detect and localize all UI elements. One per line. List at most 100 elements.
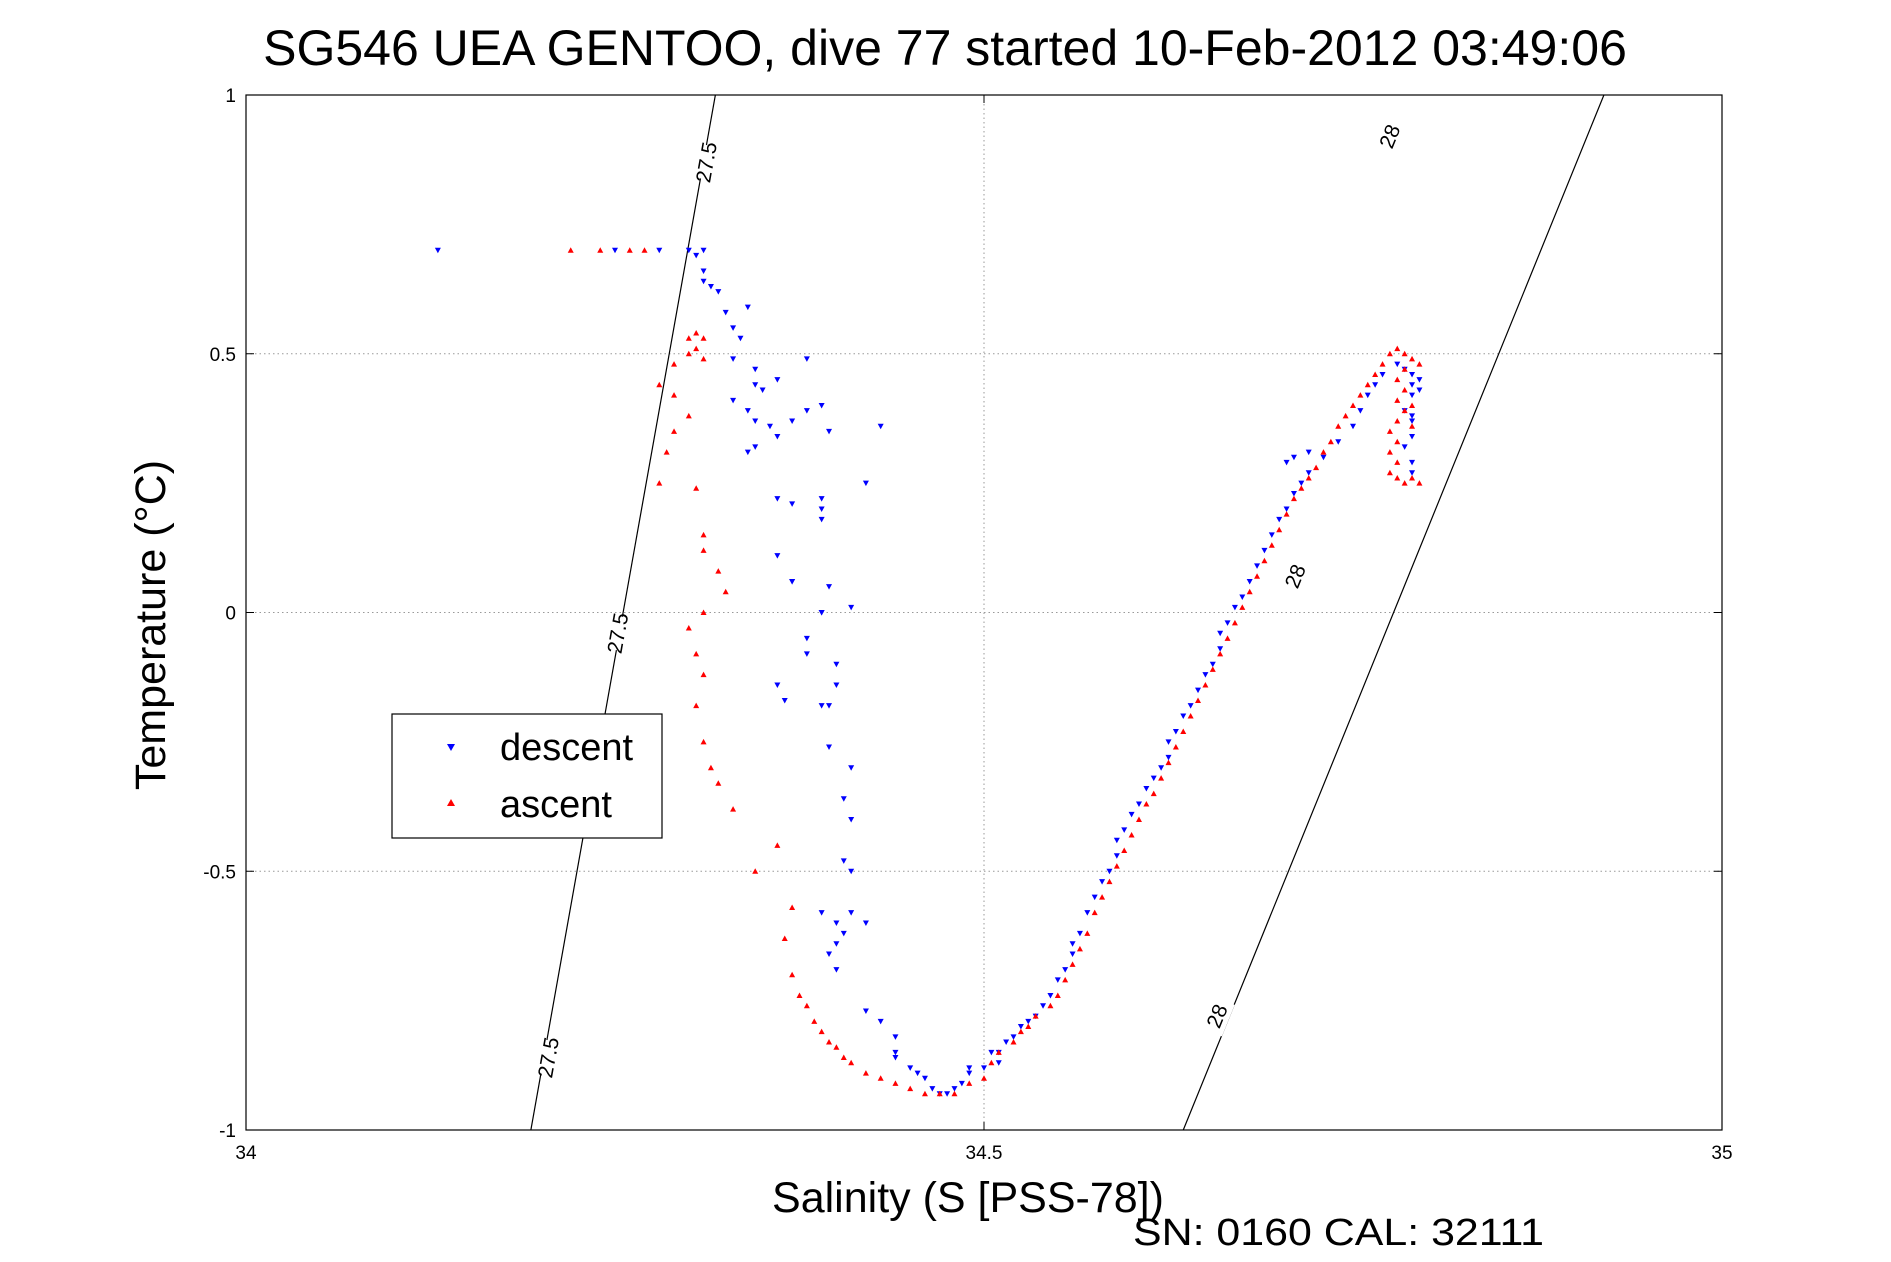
descent-point [848, 868, 855, 875]
descent-point [1113, 853, 1120, 859]
descent-point [1202, 672, 1209, 678]
descent-point [744, 408, 751, 414]
descent-point [826, 951, 833, 958]
descent-point [774, 434, 781, 440]
descent-point [1379, 371, 1386, 378]
ascent-point [1084, 930, 1091, 936]
ascent-point [1409, 423, 1416, 429]
ascent-point [700, 335, 707, 341]
ascent-point [1409, 474, 1416, 481]
descent-point [1091, 894, 1098, 901]
ascent-point [1217, 650, 1224, 657]
descent-point [1409, 459, 1416, 466]
ascent-point [656, 480, 663, 486]
ascent-point [656, 381, 663, 388]
ascent-point [730, 806, 737, 812]
ascent-point [811, 1018, 818, 1024]
descent-point [1268, 532, 1275, 538]
descent-point [1231, 604, 1238, 611]
descent-point [1135, 801, 1142, 807]
descent-point [1261, 547, 1268, 554]
chart-title: SG546 UEA GENTOO, dive 77 started 10-Feb… [263, 20, 1627, 76]
descent-point [1017, 1024, 1024, 1030]
descent-point [730, 325, 737, 331]
ascent-point [907, 1085, 914, 1092]
ascent-point [707, 764, 714, 771]
ascent-point [1209, 666, 1216, 672]
descent-point [877, 423, 884, 430]
legend: descent ascent [391, 713, 663, 839]
descent-point [1409, 392, 1416, 399]
ascent-point [1386, 449, 1393, 455]
ascent-point [936, 1090, 943, 1097]
descent-point [1113, 837, 1120, 844]
ascent-point [840, 1054, 847, 1061]
descent-point [921, 1075, 928, 1082]
legend-label-ascent: ascent [500, 784, 612, 826]
ascent-point [1268, 542, 1275, 548]
y-tick-label: -1 [219, 1121, 236, 1142]
ascent-point [1062, 976, 1069, 983]
descent-point [951, 1086, 958, 1092]
descent-point [862, 1008, 869, 1014]
ascent-point [693, 330, 700, 336]
isopycnal-label-bg [1370, 115, 1408, 157]
descent-point [914, 1070, 921, 1077]
ascent-point [1135, 816, 1142, 822]
descent-point [774, 553, 781, 559]
descent-point [752, 444, 759, 450]
descent-point [818, 496, 825, 502]
descent-point [722, 309, 729, 316]
descent-point [1409, 413, 1416, 419]
descent-point [1246, 578, 1253, 585]
descent-point [907, 1065, 914, 1071]
descent-point [877, 1018, 884, 1025]
descent-point [818, 516, 825, 523]
descent-point [1165, 754, 1172, 761]
descent-point [752, 366, 759, 373]
ascent-point [1025, 1023, 1032, 1029]
descent-point [1372, 382, 1379, 388]
descent-point [766, 423, 773, 430]
y-tick-label: 1 [225, 86, 236, 107]
descent-point [944, 1091, 951, 1097]
descent-point [1010, 1034, 1017, 1040]
descent-point [1121, 827, 1128, 833]
ascent-point [862, 1070, 869, 1076]
ascent-point [1298, 485, 1305, 491]
ascent-point [1076, 945, 1083, 952]
descent-point [1143, 785, 1150, 792]
ascent-point [848, 1059, 855, 1066]
descent-point [744, 449, 751, 456]
ascent-point [626, 247, 633, 253]
descent-point [840, 930, 847, 937]
ascent-point [1335, 423, 1342, 429]
ascent-point [1195, 697, 1202, 703]
ascent-point [789, 904, 796, 910]
ascent-point [1158, 775, 1165, 781]
ascent-point [641, 247, 648, 253]
ascent-point [1401, 407, 1408, 414]
ascent-point [1394, 397, 1401, 403]
ascent-point [1180, 728, 1187, 735]
ascent-point [826, 1039, 833, 1045]
series-descent [434, 247, 1423, 1097]
descent-point [1290, 490, 1297, 497]
ascent-point [1069, 961, 1076, 967]
isopycnal-label-bg [689, 143, 722, 182]
ascent-point [671, 428, 678, 434]
descent-point [1180, 713, 1187, 719]
descent-point [848, 604, 855, 611]
descent-point [818, 403, 825, 409]
descent-point [862, 920, 869, 926]
descent-point [1254, 563, 1261, 569]
descent-point [966, 1065, 973, 1071]
descent-point [781, 697, 788, 704]
descent-point [1217, 646, 1224, 652]
ascent-point [818, 1028, 825, 1035]
descent-point [744, 304, 751, 311]
ascent-point [693, 345, 700, 352]
ascent-point [1143, 800, 1150, 807]
descent-point [612, 247, 618, 254]
